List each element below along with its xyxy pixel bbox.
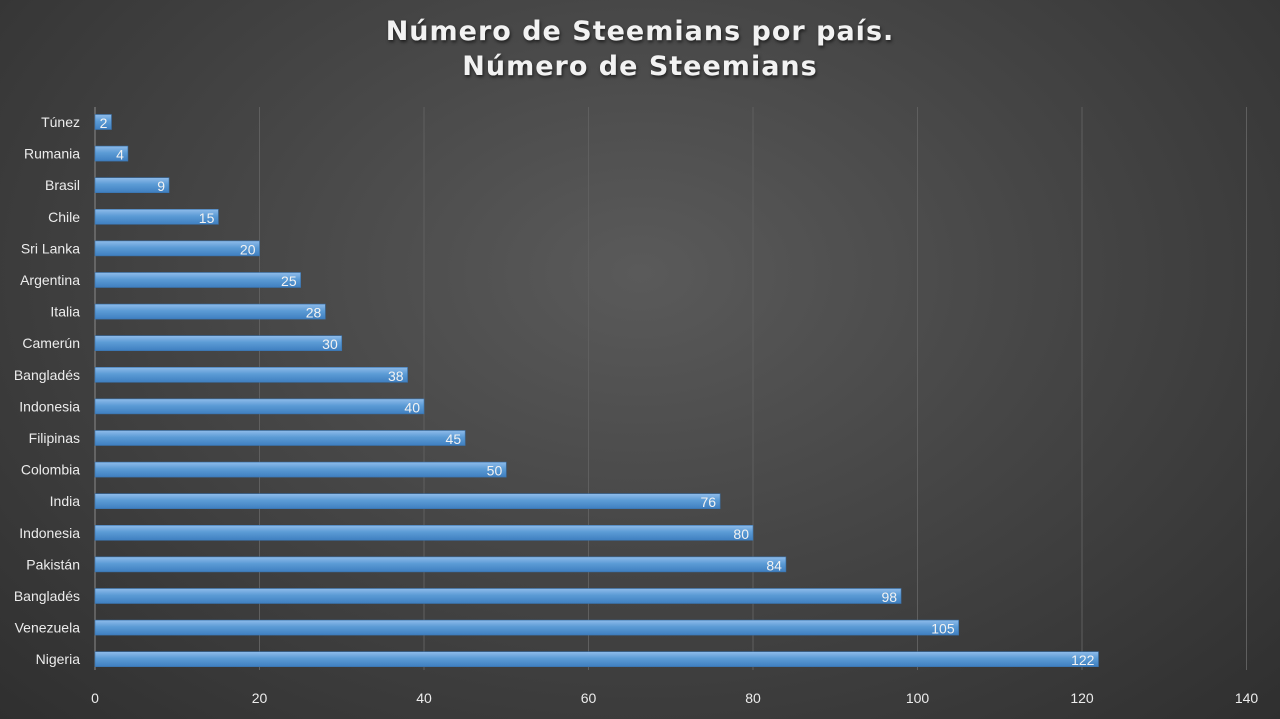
bar-nigeria [94,651,1099,668]
bar-camerún [94,335,343,352]
category-label: Argentina [20,272,80,288]
x-tick-label: 0 [91,690,99,706]
data-label: 84 [766,557,782,573]
data-label: 20 [240,241,256,257]
bar-italia [94,303,326,320]
category-label: Nigeria [36,651,81,667]
bar-india [94,493,721,510]
data-label: 76 [701,494,717,510]
bar-indonesia [94,524,754,541]
category-labels: Túnez Rumania Brasil Chile Sri Lanka Argentin… [14,114,80,667]
chart-subtitle: Número de Steemians [462,51,818,82]
bar-pakistán [94,556,787,573]
bar-bangladés [94,366,408,383]
data-label: 30 [322,336,338,352]
data-label: 122 [1071,652,1095,668]
x-tick-label: 140 [1235,690,1259,706]
category-label: India [50,493,81,509]
category-label: Filipinas [29,430,80,446]
category-label: Venezuela [15,620,81,636]
category-label: Indonesia [19,525,80,541]
bar-indonesia [94,398,425,415]
category-label: Túnez [41,114,80,130]
data-label: 9 [157,178,165,194]
gridlines [94,107,1247,670]
category-label: Bangladés [14,367,80,383]
data-label: 80 [733,526,749,542]
data-label: 28 [306,305,322,321]
category-label: Camerún [22,335,80,351]
chart-title-block: Número de Steemians por país. Número de … [0,14,1280,84]
data-label: 50 [487,463,503,479]
data-label: 4 [116,147,124,163]
category-label: Chile [48,209,80,225]
data-label: 98 [881,589,897,605]
bar-bangladés [94,588,902,604]
data-label: 15 [199,210,215,226]
category-label: Rumania [24,146,80,162]
data-label: 25 [281,273,297,289]
data-label: 45 [446,431,462,447]
data-label: 40 [404,399,420,415]
bar-colombia [94,461,507,478]
category-label: Italia [50,304,80,320]
bar-venezuela [94,619,959,636]
bars [94,114,1099,668]
category-label: Indonesia [19,398,80,414]
bar-túnez [94,114,112,130]
data-label: 105 [931,621,955,637]
bar-brasil [94,177,170,193]
x-tick-label: 40 [416,690,432,706]
category-label: Brasil [45,177,80,193]
bar-filipinas [94,430,466,446]
chart-title: Número de Steemians por país. [385,16,895,47]
x-tick-label: 60 [581,690,597,706]
data-label: 38 [388,368,404,384]
bar-argentina [94,272,301,288]
x-tick-label: 20 [252,690,268,706]
category-label: Bangladés [14,588,80,604]
category-label: Sri Lanka [21,240,80,256]
category-label: Pakistán [26,556,80,572]
bar-chile [94,209,219,225]
x-tick-label: 100 [906,690,930,706]
bar-rumania [94,145,129,162]
x-tick-label: 120 [1070,690,1094,706]
bar-sri-lanka [94,240,260,257]
category-label: Colombia [21,462,80,478]
x-tick-label: 80 [745,690,761,706]
data-label: 2 [100,115,108,131]
x-tick-labels: 0 20 40 60 80 100 120 140 [91,690,1258,706]
